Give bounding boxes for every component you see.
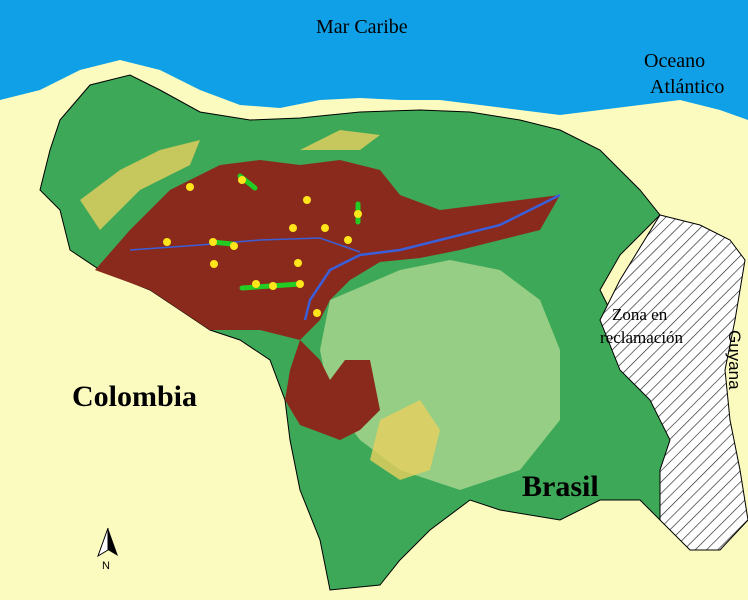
sample-point [289, 224, 297, 232]
sample-point [163, 238, 171, 246]
zona-en-reclamacion [599, 214, 748, 551]
sample-points [163, 176, 362, 317]
label-atlantic-ocean: Oceano [644, 50, 706, 72]
sample-point [313, 309, 321, 317]
label-brazil: Brasil [522, 470, 599, 503]
sample-point [186, 183, 194, 191]
label-colombia: Colombia [72, 380, 198, 413]
apure-river [129, 237, 361, 253]
orinoco-river [303, 193, 561, 321]
sample-point [209, 238, 217, 246]
sample-point [294, 259, 302, 267]
label-atlantic-ocean-2: Atlántico [650, 76, 725, 98]
label-claim-zone-2: reclamación [600, 328, 684, 347]
sample-point [210, 260, 218, 268]
highland-yellow [80, 130, 440, 480]
label-claim-zone: Zona en [612, 305, 668, 324]
label-caribbean-sea: Mar Caribe [316, 16, 408, 38]
label-guyana: Guyana [725, 330, 744, 390]
north-arrow-icon [97, 527, 118, 558]
llanos-region [95, 160, 560, 440]
sample-point [321, 224, 329, 232]
sample-point [230, 242, 238, 250]
sample-point [252, 280, 260, 288]
sample-point [354, 210, 362, 218]
sample-point [344, 236, 352, 244]
sample-point [238, 176, 246, 184]
caribbean-sea [0, 0, 748, 120]
sample-point [269, 282, 277, 290]
sample-point [296, 280, 304, 288]
north-label: N [102, 560, 110, 572]
sample-point [303, 196, 311, 204]
